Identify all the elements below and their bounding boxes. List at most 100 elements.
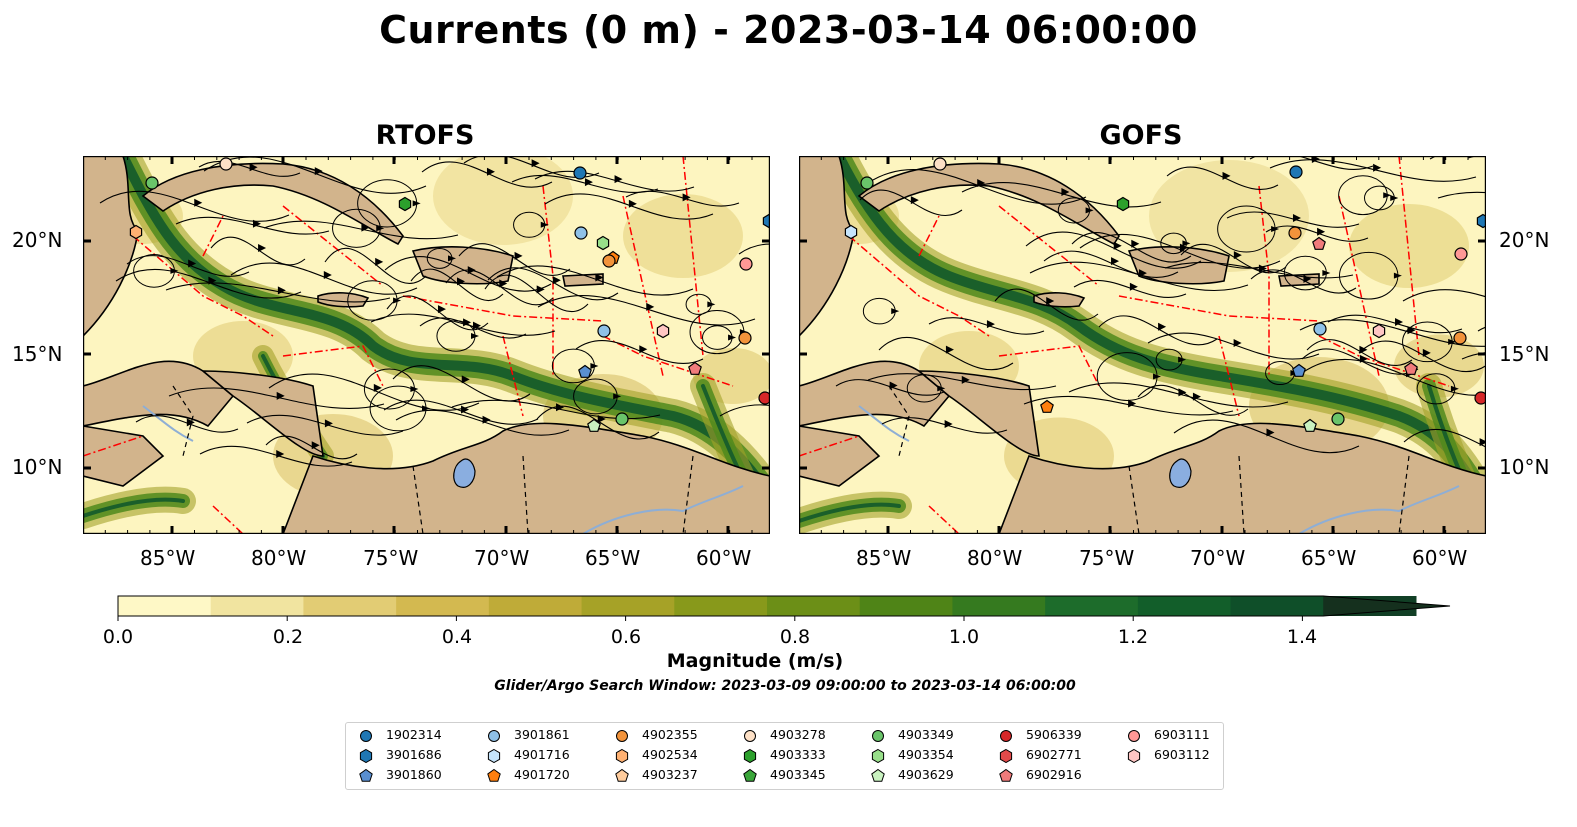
streamline-arrow [531,159,540,168]
legend-label: 4903629 [898,767,954,782]
streamline-arrow [1178,356,1187,363]
eez-boundary [132,235,274,337]
panel-title-rtofs: RTOFS [375,120,475,151]
y-tick-label: 15°N [12,342,63,366]
speed-field-patch [623,194,743,278]
streamline-arrow [1182,240,1191,247]
streamline-arrow [276,450,285,459]
legend-label: 4903237 [642,767,698,782]
streamline [1173,419,1360,454]
legend-marker-icon [1128,730,1140,742]
country-border [1398,455,1410,534]
streamline [719,404,770,417]
map-frame [799,156,1486,534]
streamline-arrow [194,198,203,207]
colorbar-segment [488,596,583,616]
streamline [1437,191,1486,199]
streamline-arrow [448,255,457,262]
legend-marker-icon [487,748,501,764]
streamline-arrow [1128,399,1137,408]
legend-label: 4901720 [514,767,570,782]
streamline-arrow [472,321,481,330]
legend-label: 4903333 [770,747,826,762]
streamline [1164,261,1354,279]
streamline-arrow [486,167,495,176]
streamline [1402,289,1486,302]
streamline-arrow [639,345,648,354]
streamline-arrow [514,251,523,260]
streamline-arrow [373,383,382,392]
streamline-arrow [208,276,217,285]
streamline [867,169,1087,205]
streamline [421,161,553,188]
colorbar-segment [1045,596,1139,616]
legend-marker-icon [744,730,756,742]
x-tick-label: 75°W [363,546,419,570]
legend-label: 3901861 [514,727,570,742]
streamline [1071,232,1192,263]
streamline-arrow [891,308,900,315]
colorbar-tick-label: 0.4 [441,626,473,648]
search-window-caption: Glider/Argo Search Window: 2023-03-09 09… [494,678,1076,694]
streamline-arrow [1292,213,1301,222]
streamline [1358,340,1486,373]
x-tick-label: 85°W [140,546,196,570]
streamline [1269,159,1477,182]
streamline [386,295,489,331]
streamline-arrow [410,385,419,392]
x-tick-label: 70°W [1190,546,1246,570]
streamline-arrow [536,285,545,294]
streamline-arrow [646,302,655,311]
colorbar-outline [117,595,1451,617]
streamline-arrow [1383,192,1392,199]
eez-boundary [848,235,990,337]
streamline [210,236,306,266]
current-core [799,502,901,523]
float-marker [573,166,587,180]
streamline [1073,280,1187,298]
streamline [324,247,427,284]
lake-maracaibo [1169,458,1192,488]
streamline-arrow [188,259,197,268]
float-marker [596,235,610,251]
float-marker [1303,418,1317,432]
streamline [1166,166,1279,191]
float-marker [145,176,159,190]
legend-label: 4903345 [770,767,826,782]
eez-boundary [1398,156,1420,357]
y-tick-label: 15°N [1499,342,1550,366]
streamline [199,445,353,467]
streamline-arrow [258,243,267,252]
eez-boundary [1218,335,1240,417]
streamlines [99,156,770,467]
float-marker [1474,391,1486,405]
legend-marker-icon [743,768,757,782]
land-nicaragua-coast [200,370,324,457]
land-south-america [998,422,1486,534]
streamline [99,190,290,222]
river [582,485,744,534]
legend-label: 4902534 [642,747,698,762]
colorbar-segment [396,596,490,616]
legend: 1902314 3901686 3901860 3901861 4901716 49017… [345,722,1224,790]
eez-boundary [1338,195,1380,377]
streamline [1226,211,1360,228]
streamline-arrow [393,297,402,304]
streamline [496,265,694,296]
eez-boundary [282,205,384,287]
legend-marker-icon [999,748,1013,764]
streamline-arrow [314,167,323,176]
streamline [859,189,963,217]
streamline-arrow [1061,188,1070,197]
float-marker [1288,226,1302,240]
eez-boundary [402,295,604,322]
country-border [1128,465,1140,534]
legend-marker-icon [488,730,500,742]
float-marker [398,196,412,212]
streamline [1403,428,1486,448]
legend-marker-icon [615,768,629,782]
country-border [172,385,194,457]
streamline-arrow [1233,338,1242,347]
streamline [451,399,661,420]
legend-label: 4902355 [642,727,698,742]
